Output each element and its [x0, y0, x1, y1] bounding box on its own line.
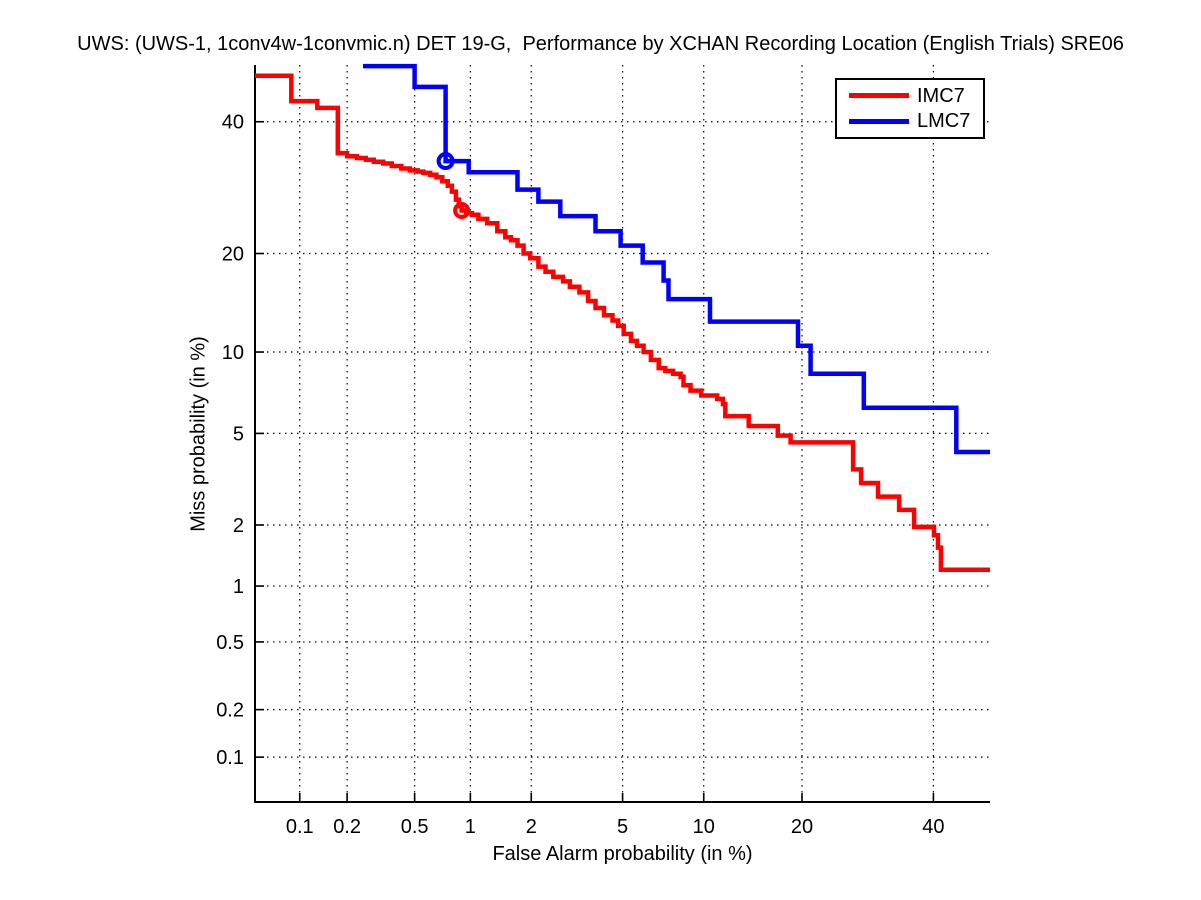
x-tick-label: 0.1 [286, 816, 314, 838]
x-axis-label: False Alarm probability (in %) [492, 843, 753, 865]
grid-lines [255, 65, 990, 802]
det-curve-imc7 [255, 73, 990, 573]
axes-lines [254, 65, 990, 803]
operating-point-marker-imc7 [453, 201, 471, 219]
x-tick-label: 20 [791, 816, 813, 838]
y-tick-label: 2 [233, 515, 244, 537]
tick-marks [255, 120, 935, 802]
y-tick-label: 0.2 [216, 700, 244, 722]
legend-item-imc7: IMC7 [849, 86, 983, 106]
chart-title: UWS: (UWS-1, 1conv4w-1convmic.n) DET 19-… [77, 33, 1124, 55]
x-tick-label: 40 [922, 816, 944, 838]
x-tick-label: 2 [526, 816, 537, 838]
y-tick-label: 0.1 [216, 747, 244, 769]
y-tick-label: 10 [222, 342, 244, 364]
y-tick-label: 5 [233, 423, 244, 445]
y-tick-label: 0.5 [216, 632, 244, 654]
legend-line-sample-imc7 [849, 93, 909, 99]
legend-line-sample-lmc7 [849, 118, 909, 124]
x-tick-label: 10 [693, 816, 715, 838]
y-tick-label: 1 [233, 576, 244, 598]
det-curve-lmc7 [363, 63, 990, 455]
x-tick-label: 1 [465, 816, 476, 838]
legend-label-imc7: IMC7 [917, 84, 965, 107]
x-tick-label: 5 [617, 816, 628, 838]
operating-point-marker-lmc7 [436, 152, 455, 171]
y-tick-label: 40 [222, 112, 244, 134]
y-axis-label: Miss probability (in %) [187, 336, 210, 532]
legend: IMC7 LMC7 [835, 78, 985, 139]
y-tick-label: 20 [222, 244, 244, 266]
legend-item-lmc7: LMC7 [849, 111, 983, 131]
legend-label-lmc7: LMC7 [917, 110, 971, 133]
x-tick-label: 0.2 [333, 816, 361, 838]
x-tick-label: 0.5 [401, 816, 429, 838]
x-tick-labels: 0.1 0.2 0.5 1 2 5 10 20 40 [286, 816, 945, 838]
y-tick-labels: 0.1 0.2 0.5 1 2 5 10 20 40 [216, 112, 244, 769]
